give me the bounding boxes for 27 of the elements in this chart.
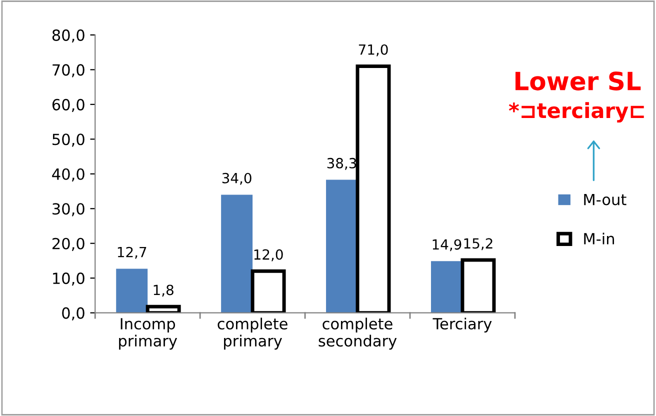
data-label: 1,8: [154, 284, 174, 297]
x-tick-label: complete secondary: [318, 318, 397, 350]
data-label: 12,0: [254, 249, 283, 262]
y-tick-label: 10,0: [53, 272, 84, 286]
y-tick-label: 30,0: [52, 203, 84, 216]
x-tick-label: Terciary: [432, 318, 492, 332]
y-tick-label: 60,0: [52, 98, 84, 112]
annotation: *⊐terciary⊏: [508, 102, 644, 122]
y-tick-label: 20,0: [52, 238, 84, 251]
data-label: 71,0: [358, 44, 388, 56]
bar: [116, 268, 148, 313]
y-tick-label: 40,0: [52, 168, 84, 182]
y-tick-label: 50,0: [52, 134, 84, 147]
y-tick-label: 70,0: [52, 64, 84, 78]
data-label: 14,9: [432, 239, 462, 252]
data-label: 12,7: [118, 246, 146, 259]
x-tick-label: Incomp primary: [119, 318, 178, 350]
data-label: 34,0: [222, 172, 252, 185]
y-tick-label: 0,0: [62, 307, 84, 320]
legend-label: M-out: [584, 194, 626, 206]
text: Lower SL: [516, 72, 641, 90]
x-tick-label: complete primary: [218, 318, 288, 350]
bar: [221, 194, 253, 313]
data-label: 15,2: [464, 238, 492, 250]
data-label: 38,3: [327, 158, 356, 170]
legend-label: M-in: [584, 232, 614, 244]
y-tick-label: 80,0: [52, 29, 84, 43]
